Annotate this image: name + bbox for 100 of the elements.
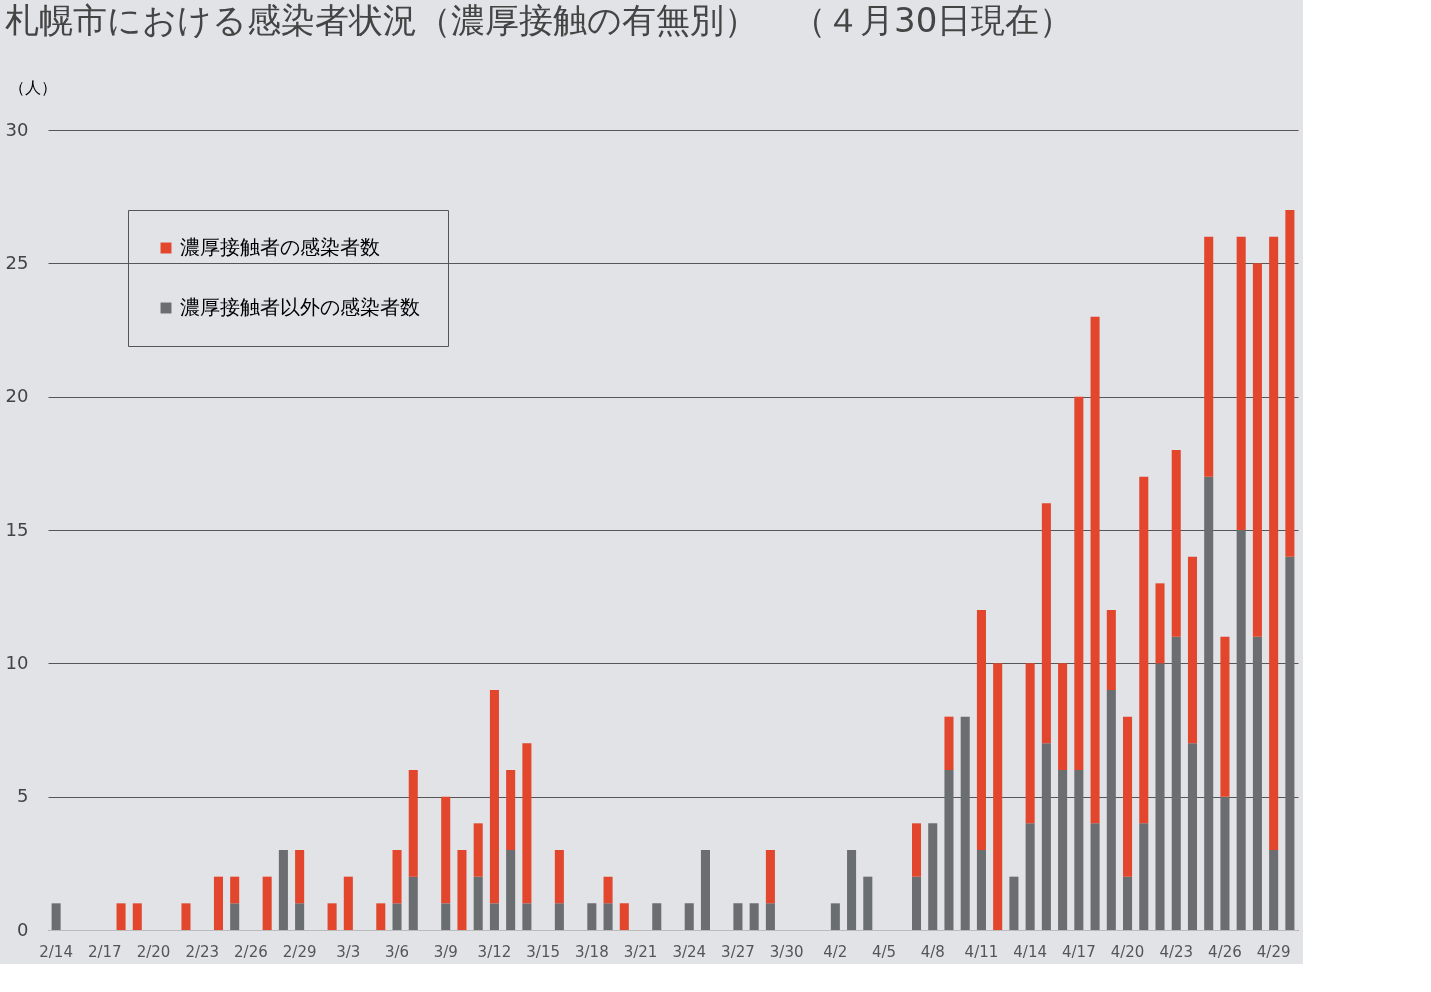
bar <box>489 690 499 904</box>
bar <box>1171 450 1181 637</box>
bar <box>343 876 353 930</box>
bar <box>1058 770 1068 930</box>
bar <box>1269 850 1279 930</box>
bar <box>1041 743 1051 930</box>
bar <box>1171 636 1181 930</box>
bar <box>603 903 613 930</box>
bar <box>1058 663 1068 770</box>
bar <box>1187 556 1198 744</box>
bar <box>1025 663 1035 824</box>
bar <box>1074 770 1084 930</box>
bar <box>1041 503 1051 744</box>
x-tick-label: 3/6 <box>384 942 410 961</box>
bar <box>960 716 970 930</box>
x-tick-label: 4/2 <box>823 942 848 961</box>
bar <box>1252 263 1262 637</box>
bar <box>295 850 305 904</box>
y-tick-label: 10 <box>5 651 29 673</box>
bar <box>441 903 451 930</box>
bar <box>765 850 775 904</box>
bar <box>457 850 467 930</box>
bar <box>1204 476 1214 930</box>
bar <box>1220 636 1230 797</box>
bar <box>1285 556 1295 930</box>
x-tick-label: 4/14 <box>1013 942 1047 961</box>
bar <box>489 903 499 930</box>
bar <box>1269 236 1279 850</box>
bar <box>603 876 613 904</box>
bar <box>441 796 451 904</box>
x-tick-label: 3/15 <box>526 942 560 961</box>
chart-title: 札幌市における感染者状況（濃厚接触の有無別） （４月30日現在） <box>5 0 1074 40</box>
bar <box>392 903 402 930</box>
bar <box>1155 583 1165 664</box>
bar <box>976 610 986 850</box>
bar <box>1139 476 1149 824</box>
bar <box>993 663 1003 930</box>
bar <box>652 903 662 930</box>
bar <box>408 876 418 930</box>
y-tick-label: 0 <box>17 918 29 940</box>
x-tick-label: 2/17 <box>87 942 122 961</box>
bar <box>506 770 516 850</box>
bar <box>295 903 305 930</box>
bar <box>911 823 922 877</box>
x-tick-label: 2/14 <box>39 942 73 961</box>
bar <box>928 823 938 930</box>
bar <box>684 903 694 930</box>
legend-label: 濃厚接触者の感染者数 <box>180 235 380 259</box>
bar <box>1285 210 1295 557</box>
y-tick-label: 15 <box>5 518 29 540</box>
y-tick-label: 25 <box>5 251 29 273</box>
bar <box>765 903 775 930</box>
x-tick-label: 4/17 <box>1062 942 1096 961</box>
x-tick-label: 2/29 <box>282 942 317 961</box>
x-tick-label: 3/24 <box>672 942 707 961</box>
bar <box>376 903 386 930</box>
x-tick-label: 3/18 <box>574 942 609 961</box>
bar <box>213 876 223 930</box>
bar <box>116 903 126 930</box>
bar <box>944 770 954 930</box>
bar <box>1155 663 1165 930</box>
x-tick-label: 4/29 <box>1256 942 1291 961</box>
y-tick-label: 20 <box>5 385 29 407</box>
bar <box>278 850 288 930</box>
x-tick-label: 2/26 <box>234 942 268 961</box>
bar <box>1252 636 1262 930</box>
bar <box>230 876 240 904</box>
bar <box>522 743 532 904</box>
bar <box>944 716 954 770</box>
bar <box>522 903 532 930</box>
x-tick-label: 3/30 <box>769 942 804 961</box>
bar <box>619 903 629 930</box>
bar <box>1025 823 1035 930</box>
bar <box>1009 876 1019 930</box>
x-tick-label: 3/27 <box>721 942 755 961</box>
bar <box>733 903 743 930</box>
x-tick-label: 4/26 <box>1208 942 1242 961</box>
bar <box>1090 823 1100 930</box>
x-tick-label: 4/23 <box>1159 942 1194 961</box>
bar <box>911 876 922 930</box>
y-tick-label: 5 <box>17 785 29 807</box>
bar <box>976 850 986 930</box>
bar <box>327 903 337 930</box>
bar <box>473 823 483 877</box>
bar <box>1236 530 1246 930</box>
x-tick-label: 4/11 <box>964 942 999 961</box>
bar <box>1090 316 1100 824</box>
x-tick-label: 4/8 <box>920 942 945 961</box>
bar <box>863 876 873 930</box>
x-tick-label: 4/20 <box>1110 942 1145 961</box>
bar <box>1236 236 1246 530</box>
bar <box>830 903 840 930</box>
bar <box>749 903 759 930</box>
y-axis-title: （人） <box>8 77 57 97</box>
x-tick-label: 3/9 <box>433 942 458 961</box>
bar <box>473 876 483 930</box>
bar <box>392 850 402 904</box>
bar <box>1220 796 1230 930</box>
bar <box>554 850 564 904</box>
bar <box>262 876 272 930</box>
